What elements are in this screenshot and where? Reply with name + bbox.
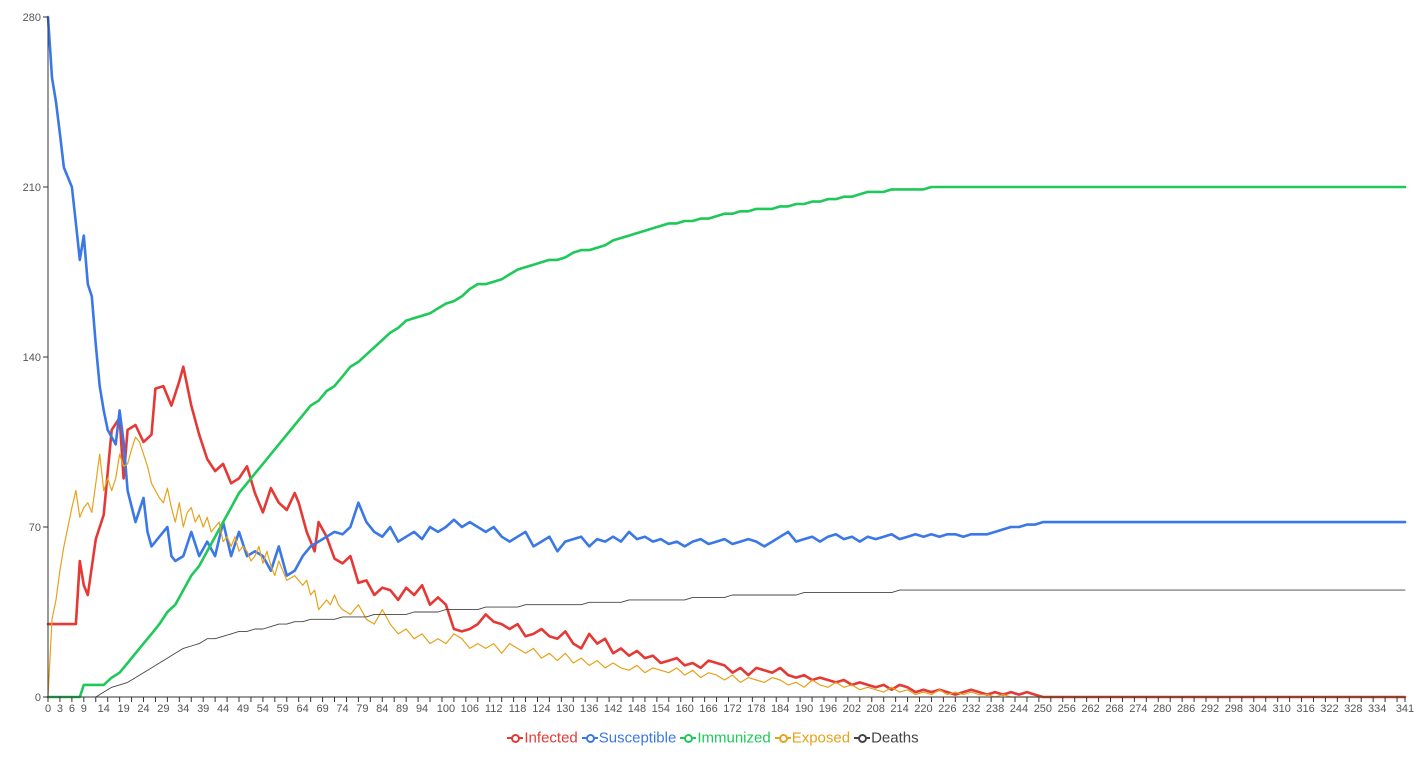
x-tick-label: 238: [986, 703, 1004, 715]
series-line-immunized: [46, 185, 1407, 699]
x-tick-label: 14: [98, 703, 110, 715]
x-tick-label: 112: [485, 703, 503, 715]
legend-label: Infected: [524, 729, 578, 747]
x-tick-label: 94: [416, 703, 428, 715]
x-tick-label: 49: [237, 703, 249, 715]
series-layer: [46, 15, 1407, 699]
x-tick-label: 118: [509, 703, 527, 715]
x-tick-label: 250: [1034, 703, 1052, 715]
legend-item-deaths[interactable]: Deaths: [854, 729, 919, 747]
x-tick-label: 280: [1153, 703, 1171, 715]
x-tick-label: 166: [699, 703, 717, 715]
x-tick-label: 74: [336, 703, 348, 715]
x-tick-label: 196: [819, 703, 837, 715]
x-tick-label: 0: [45, 703, 51, 715]
x-tick-label: 79: [356, 703, 368, 715]
x-tick-label: 190: [795, 703, 813, 715]
x-tick-label: 316: [1296, 703, 1314, 715]
series-line-exposed: [47, 436, 1406, 698]
x-tick-label: 34: [177, 703, 189, 715]
x-tick-label: 268: [1105, 703, 1123, 715]
x-tick-label: 184: [771, 703, 789, 715]
y-tick-label: 0: [35, 692, 41, 704]
x-tick-label: 160: [676, 703, 694, 715]
x-tick-label: 220: [914, 703, 932, 715]
series-line-deaths: [47, 589, 1406, 698]
x-tick-label: 148: [628, 703, 646, 715]
x-tick-label: 100: [437, 703, 455, 715]
legend-item-infected[interactable]: Infected: [507, 729, 578, 747]
x-tick-label: 84: [376, 703, 388, 715]
x-tick-label: 136: [580, 703, 598, 715]
legend-item-susceptible[interactable]: Susceptible: [581, 729, 677, 747]
y-tick-label: 280: [23, 12, 41, 24]
x-tick-label: 310: [1272, 703, 1290, 715]
x-tick-label: 124: [532, 703, 550, 715]
y-tick-label: 70: [29, 522, 41, 534]
legend-label: Exposed: [791, 729, 851, 747]
series-line-infected: [46, 365, 1407, 699]
x-tick-label: 274: [1129, 703, 1147, 715]
x-tick-label: 341: [1396, 703, 1414, 715]
series-line-susceptible: [46, 15, 1407, 577]
x-tick-label: 202: [843, 703, 861, 715]
x-tick-label: 54: [257, 703, 269, 715]
x-tick-label: 29: [157, 703, 169, 715]
x-tick-label: 130: [556, 703, 574, 715]
legend-label: Susceptible: [598, 729, 677, 747]
x-tick-label: 106: [461, 703, 479, 715]
y-axis: 0 70 140 210 280: [23, 12, 49, 704]
x-tick-label: 322: [1320, 703, 1338, 715]
x-tick-label: 244: [1010, 703, 1028, 715]
legend: Infected Susceptible Immunized Exposed Death…: [0, 729, 1426, 747]
x-tick-label: 3: [57, 703, 63, 715]
x-tick-label: 262: [1081, 703, 1099, 715]
x-tick-label: 64: [297, 703, 309, 715]
legend-item-exposed[interactable]: Exposed: [774, 729, 851, 747]
x-tick-label: 256: [1058, 703, 1076, 715]
legend-swatch-icon: [507, 733, 524, 744]
legend-swatch-icon: [581, 733, 598, 744]
legend-item-immunized[interactable]: Immunized: [680, 729, 771, 747]
x-tick-label: 178: [747, 703, 765, 715]
x-axis: 0 3 6 9 14 19 24 29 34 39 44 49 54 59 64 69 74 79 84 89 94 10…: [45, 696, 1414, 715]
x-tick-label: 226: [938, 703, 956, 715]
x-tick-label: 334: [1368, 703, 1386, 715]
x-tick-label: 232: [962, 703, 980, 715]
x-tick-label: 328: [1344, 703, 1362, 715]
y-tick-label: 210: [23, 182, 41, 194]
legend-label: Deaths: [871, 729, 919, 747]
x-tick-label: 89: [396, 703, 408, 715]
legend-swatch-icon: [680, 733, 697, 744]
legend-swatch-icon: [774, 733, 791, 744]
x-tick-label: 39: [197, 703, 209, 715]
y-tick-label: 140: [23, 352, 41, 364]
x-tick-label: 292: [1201, 703, 1219, 715]
x-tick-label: 59: [277, 703, 289, 715]
x-tick-label: 24: [137, 703, 149, 715]
x-tick-label: 142: [604, 703, 622, 715]
x-tick-label: 44: [217, 703, 229, 715]
x-tick-label: 214: [890, 703, 908, 715]
x-tick-label: 154: [652, 703, 670, 715]
x-tick-label: 19: [117, 703, 129, 715]
x-tick-label: 6: [69, 703, 75, 715]
x-tick-label: 286: [1177, 703, 1195, 715]
legend-swatch-icon: [854, 733, 871, 744]
legend-label: Immunized: [697, 729, 771, 747]
x-tick-label: 298: [1225, 703, 1243, 715]
x-tick-label: 172: [723, 703, 741, 715]
x-tick-label: 304: [1249, 703, 1267, 715]
x-tick-label: 9: [81, 703, 87, 715]
x-tick-label: 69: [316, 703, 328, 715]
x-tick-label: 208: [867, 703, 885, 715]
